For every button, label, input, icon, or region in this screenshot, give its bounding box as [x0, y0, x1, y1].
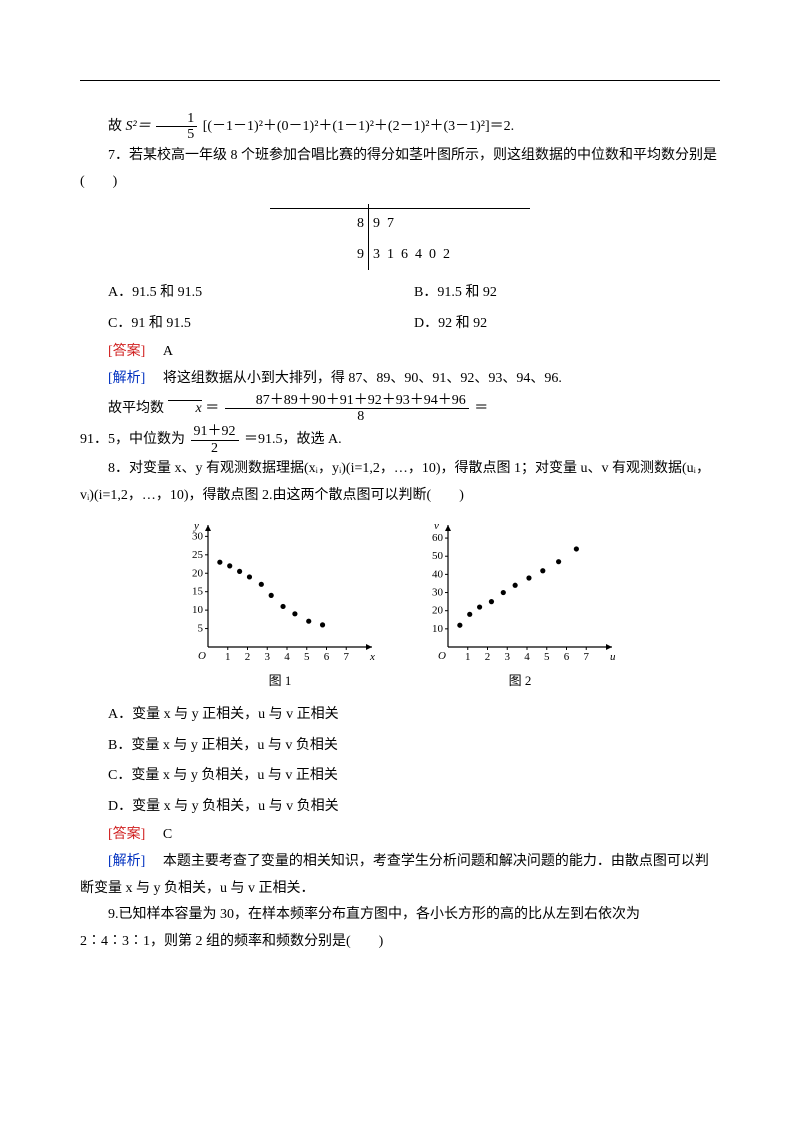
svg-text:40: 40 — [432, 569, 444, 581]
scatter-plot-2: O 1 2 3 4 5 6 7 10 20 30 40 50 60 u v — [420, 519, 620, 669]
top-rule — [80, 80, 720, 81]
q7-opt-b: B．91.5 和 92 — [414, 278, 720, 309]
x-bar-sym: x — [168, 401, 202, 416]
q7-median-line: 91．5，中位数为 91＋92 2 ＝91.5，故选 A. — [80, 424, 720, 456]
svg-text:2: 2 — [245, 651, 251, 663]
svg-text:x: x — [369, 651, 375, 663]
svg-text:5: 5 — [304, 651, 310, 663]
x-bar: x — [168, 400, 202, 416]
q8-opt-b: B．变量 x 与 y 正相关，u 与 v 负相关 — [80, 731, 720, 762]
median-den: 2 — [191, 441, 239, 456]
q7-stem: 7．若某校高一年级 8 个班参加合唱比赛的得分如茎叶图所示，则这组数据的中位数和… — [80, 143, 720, 196]
svg-text:7: 7 — [584, 651, 590, 663]
svg-text:O: O — [198, 650, 206, 662]
answer-label-2: [答案] — [108, 827, 145, 842]
svg-text:4: 4 — [284, 651, 290, 663]
svg-text:2: 2 — [485, 651, 491, 663]
q8-ans-sp — [149, 827, 163, 842]
leaf-9: 3 1 6 4 0 2 — [369, 240, 531, 271]
q8-analysis-text: 本题主要考查了变量的相关知识，考查学生分析问题和解决问题的能力．由散点图可以判断… — [80, 854, 709, 896]
svg-text:30: 30 — [192, 531, 204, 543]
variance-frac-num: 1 — [156, 111, 197, 127]
svg-text:1: 1 — [225, 651, 231, 663]
q8-opt-c: C．变量 x 与 y 负相关，u 与 v 正相关 — [80, 761, 720, 792]
page: 故 S²＝ 1 5 [(－1－1)²＋(0－1)²＋(1－1)²＋(2－1)²＋… — [0, 0, 800, 1015]
q7-answer-val: A — [163, 344, 173, 359]
q7-answer — [149, 344, 163, 359]
svg-text:50: 50 — [432, 551, 444, 563]
q7-options: A．91.5 和 91.5 B．91.5 和 92 C．91 和 91.5 D．… — [80, 278, 720, 339]
svg-text:25: 25 — [192, 549, 204, 561]
mean-fraction: 87＋89＋90＋91＋92＋93＋94＋96 8 — [223, 393, 471, 425]
stem-8: 8 — [270, 208, 369, 239]
answer-label: [答案] — [108, 344, 145, 359]
q7-opt-a: A．91.5 和 91.5 — [108, 278, 414, 309]
variance-line: 故 S²＝ 1 5 [(－1－1)²＋(0－1)²＋(1－1)²＋(2－1)²＋… — [80, 111, 720, 143]
variance-frac-den: 5 — [156, 127, 197, 142]
fig2-caption: 图 2 — [420, 669, 620, 694]
q8-analysis: [解析] 本题主要考查了变量的相关知识，考查学生分析问题和解决问题的能力．由散点… — [80, 849, 720, 902]
mean-eq: ＝ — [205, 401, 219, 416]
svg-text:y: y — [193, 520, 199, 532]
mean-eq2: ＝ — [474, 401, 488, 416]
q8-opt-a: A．变量 x 与 y 正相关，u 与 v 正相关 — [80, 700, 720, 731]
mean-num: 87＋89＋90＋91＋92＋93＋94＋96 — [225, 393, 469, 409]
q7-mean-line: 故平均数 x ＝ 87＋89＋90＋91＋92＋93＋94＋96 8 ＝ — [80, 393, 720, 425]
stem-leaf-plot: 8 9 7 9 3 1 6 4 0 2 — [270, 204, 530, 270]
variance-rest: [(－1－1)²＋(0－1)²＋(1－1)²＋(2－1)²＋(3－1)²]＝2. — [203, 119, 514, 134]
svg-text:5: 5 — [544, 651, 550, 663]
median-fraction: 91＋92 2 — [189, 424, 241, 456]
svg-text:7: 7 — [344, 651, 350, 663]
analysis-label-2: [解析] — [108, 854, 145, 869]
leaf-8: 9 7 — [369, 208, 531, 239]
q7-ana-sp — [149, 371, 163, 386]
svg-text:3: 3 — [505, 651, 511, 663]
svg-text:1: 1 — [465, 651, 471, 663]
q7-opt-d: D．92 和 92 — [414, 309, 720, 340]
fig1-wrap: O 1 2 3 4 5 6 7 5 10 15 20 25 30 x y 图 1 — [180, 519, 380, 694]
svg-text:O: O — [438, 650, 446, 662]
q7-opt-c: C．91 和 91.5 — [108, 309, 414, 340]
q8-answer-line: [答案] C — [80, 822, 720, 849]
q8-answer-val: C — [163, 827, 172, 842]
fig2-wrap: O 1 2 3 4 5 6 7 10 20 30 40 50 60 u v 图 2 — [420, 519, 620, 694]
variance-fraction: 1 5 — [154, 111, 199, 143]
svg-text:10: 10 — [192, 604, 204, 616]
q7-analysis-text1: 将这组数据从小到大排列，得 87、89、90、91、92、93、94、96. — [163, 371, 562, 386]
median-prefix: 91．5，中位数为 — [80, 432, 185, 447]
svg-text:4: 4 — [524, 651, 530, 663]
svg-text:6: 6 — [564, 651, 570, 663]
svg-text:60: 60 — [432, 532, 444, 544]
q8-opt-d: D．变量 x 与 y 负相关，u 与 v 负相关 — [80, 792, 720, 823]
scatter-figures: O 1 2 3 4 5 6 7 5 10 15 20 25 30 x y 图 1 O 1 2 3 4 5 6 7 10 20 30… — [80, 519, 720, 694]
q7-answer-line: [答案] A — [80, 339, 720, 366]
analysis-label: [解析] — [108, 371, 145, 386]
svg-text:20: 20 — [432, 605, 444, 617]
svg-text:20: 20 — [192, 568, 204, 580]
q7-analysis-line1: [解析] 将这组数据从小到大排列，得 87、89、90、91、92、93、94、… — [80, 366, 720, 393]
median-suffix: ＝91.5，故选 A. — [244, 432, 342, 447]
svg-text:10: 10 — [432, 623, 444, 635]
median-num: 91＋92 — [191, 424, 239, 440]
stem-9: 9 — [270, 240, 369, 271]
svg-text:6: 6 — [324, 651, 330, 663]
q8-stem: 8．对变量 x、y 有观测数据理据(xᵢ，yᵢ)(i=1,2，…，10)，得散点… — [80, 456, 720, 509]
svg-text:3: 3 — [265, 651, 271, 663]
q9-stem: 9.已知样本容量为 30，在样本频率分布直方图中，各小长方形的高的比从左到右依次… — [80, 902, 720, 955]
variance-lhs: S²＝ — [126, 119, 151, 134]
fig1-caption: 图 1 — [180, 669, 380, 694]
scatter-plot-1: O 1 2 3 4 5 6 7 5 10 15 20 25 30 x y — [180, 519, 380, 669]
svg-text:u: u — [610, 651, 616, 663]
variance-prefix: 故 — [108, 119, 126, 134]
svg-text:15: 15 — [192, 586, 204, 598]
svg-text:v: v — [434, 520, 439, 532]
q8-ana-sp — [149, 854, 163, 869]
mean-prefix: 故平均数 — [108, 401, 164, 416]
svg-text:5: 5 — [198, 623, 204, 635]
svg-text:30: 30 — [432, 587, 444, 599]
mean-den: 8 — [225, 409, 469, 424]
